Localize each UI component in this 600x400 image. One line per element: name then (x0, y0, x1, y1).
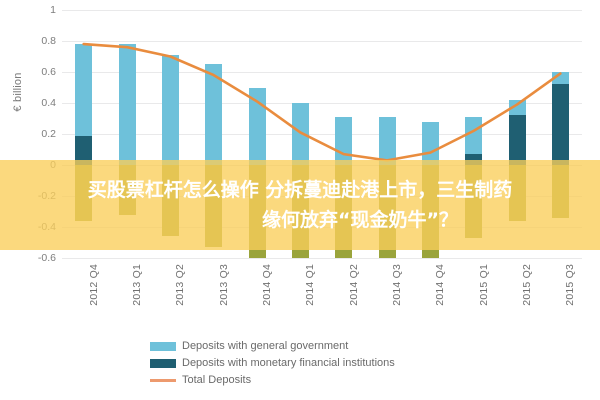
legend-item-label: Deposits with general government (182, 340, 349, 352)
gridline (62, 134, 582, 135)
bar-segment-government (465, 116, 483, 155)
bar-segment-government (205, 64, 223, 165)
legend-item-label: Deposits with monetary financial institu… (182, 357, 395, 369)
x-axis-tick-label: 2014 Q3 (391, 264, 403, 306)
x-axis-tick-label: 2015 Q3 (564, 264, 577, 306)
promo-overlay-banner: 买股票杠杆怎么操作 分拆蔓迪赴港上市，三生制药 缘何放弃“现金奶牛”？ (0, 160, 600, 250)
legend-item-label: Total Deposits (182, 374, 252, 386)
bar-segment-mfi (508, 115, 526, 165)
legend-item[interactable]: Deposits with monetary financial institu… (150, 355, 570, 371)
x-axis-tick-label: 2014 Q1 (304, 264, 317, 306)
bar-segment-government (161, 54, 179, 165)
y-axis-tick-label: 0.2 (41, 128, 56, 140)
x-axis-tick-labels: 2012 Q4 2013 Q1 2013 Q2 2013 Q3 2014 Q4 2014 … (62, 258, 582, 336)
chart-legend: Deposits with general government Deposits… (150, 338, 570, 389)
x-axis-tick-label: 2015 Q2 (521, 264, 533, 306)
overlay-headline-line-1: 买股票杠杆怎么操作 分拆蔓迪赴港上市，三生制药 (87, 179, 513, 201)
x-axis-tick-label: 2013 Q1 (131, 264, 143, 306)
x-axis-tick-label: 2014 Q4 (434, 264, 447, 306)
bar-segment-government (248, 87, 266, 165)
legend-color-swatch-icon (150, 341, 176, 351)
x-axis-tick-label: 2014 Q2 (347, 264, 360, 306)
gridline (62, 41, 582, 42)
bar-segment-government (75, 44, 93, 136)
bar-segment-government (421, 121, 439, 165)
gridline (62, 258, 582, 259)
y-axis-tick-label: 1 (50, 4, 56, 16)
legend-item[interactable]: Deposits with general government (150, 338, 570, 354)
y-axis-tick-label: 0.6 (41, 66, 56, 78)
y-axis-title: € billion (12, 72, 24, 112)
bar-segment-government (378, 116, 396, 165)
legend-line-swatch-icon (150, 378, 176, 382)
x-axis-tick-label: 2012 Q4 (87, 264, 100, 306)
bar-segment-government (551, 72, 569, 85)
legend-color-swatch-icon (150, 358, 176, 368)
y-axis-tick-label: 0.8 (41, 35, 56, 47)
gridline (62, 10, 582, 11)
bar-segment-government (508, 99, 526, 116)
overlay-headline-line-2: 缘何放弃“现金奶牛”？ (262, 209, 458, 231)
x-axis-tick-label: 2015 Q1 (477, 264, 490, 306)
bar-segment-mfi (551, 84, 569, 165)
bar-segment-government (335, 116, 353, 165)
x-axis-tick-label: 2014 Q4 (261, 264, 273, 306)
x-axis-tick-label: 2013 Q3 (217, 264, 230, 306)
gridline (62, 72, 582, 73)
legend-item[interactable]: Total Deposits (150, 372, 570, 388)
gridline (62, 103, 582, 104)
y-axis-tick-label: -0.6 (37, 252, 56, 264)
bar-segment-government (118, 44, 136, 165)
y-axis-tick-label: 0.4 (41, 97, 56, 109)
bar-segment-government (291, 103, 309, 165)
x-axis-tick-label: 2013 Q2 (174, 264, 187, 306)
